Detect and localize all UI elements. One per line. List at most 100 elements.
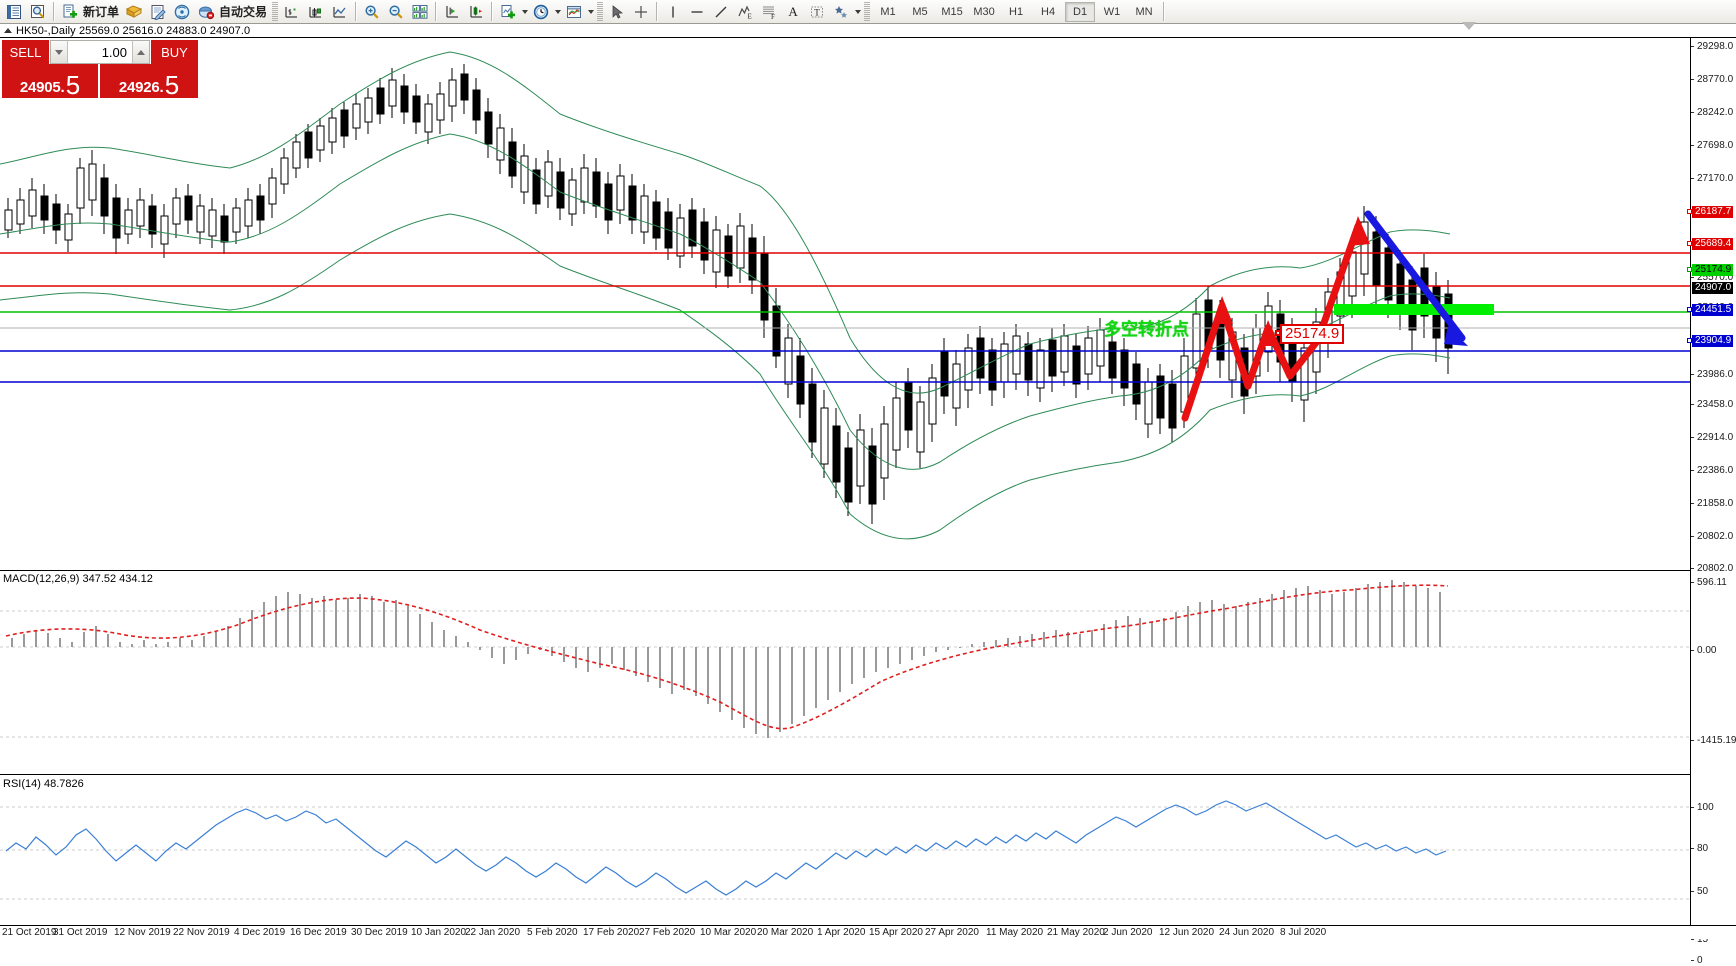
crosshair-icon[interactable] — [630, 1, 652, 22]
volume-input[interactable]: 1.00 — [101, 44, 127, 60]
metaeditor-icon[interactable] — [147, 1, 169, 22]
new-order-icon[interactable] — [59, 1, 81, 22]
timeframe-m15[interactable]: M15 — [941, 5, 963, 18]
candlestick-chart-icon[interactable] — [305, 1, 327, 22]
shapes-chevron-down-icon[interactable] — [853, 1, 862, 22]
shapes-icon[interactable] — [830, 1, 852, 22]
axis-tick-rsi-0: 0 — [1691, 956, 1703, 966]
rsi-chart-svg — [0, 800, 1690, 900]
clock-icon[interactable] — [530, 1, 552, 22]
buy-button[interactable]: 24926 . 5 — [100, 64, 198, 98]
bollinger-bands — [0, 51, 1451, 540]
timeframe-d1[interactable]: D1 — [1065, 1, 1096, 22]
elliott-wave-icon[interactable]: E — [734, 1, 756, 22]
market-watch-icon[interactable] — [3, 1, 25, 22]
price-chart-svg — [0, 51, 1690, 540]
template-icon[interactable] — [563, 1, 585, 22]
axis-tick-28242: 28242.0 — [1691, 108, 1733, 118]
buy-label[interactable]: BUY — [150, 40, 198, 64]
one-click-trading-panel[interactable]: SELL 1.00 BUY 24905 . 5 24926 . 5 — [2, 40, 198, 98]
timeframe-m30[interactable]: M30 — [973, 5, 995, 18]
charts-tile-icon[interactable] — [409, 1, 431, 22]
price-callout-label[interactable]: 25174.9 — [1275, 324, 1345, 344]
bar-chart-icon[interactable] — [281, 1, 303, 22]
new-order-label[interactable]: 新订单 — [83, 4, 120, 19]
horizontal-line-icon[interactable] — [686, 1, 708, 22]
price-tag-support-24451[interactable]: 24451.5 — [1687, 304, 1734, 316]
bearish-trendline — [1364, 210, 1466, 342]
time-axis[interactable]: 21 Oct 2019 31 Oct 2019 12 Nov 2019 22 N… — [0, 925, 1736, 939]
toolbar-grip-2[interactable] — [597, 2, 604, 21]
price-pane[interactable] — [0, 38, 1690, 571]
price-callout-text: 25174.9 — [1285, 325, 1340, 342]
volume-decrement-icon[interactable] — [51, 41, 68, 63]
trendline-icon[interactable] — [710, 1, 732, 22]
fibonacci-icon[interactable]: F — [758, 1, 780, 22]
price-tag-text: 25689.4 — [1695, 238, 1732, 249]
sell-label[interactable]: SELL — [2, 40, 50, 64]
support-resistance-lines — [0, 252, 1690, 383]
volume-stepper[interactable]: 1.00 — [50, 40, 150, 64]
price-tag-text: 25174.9 — [1695, 264, 1732, 275]
chart-scroll-marker-icon[interactable] — [1462, 22, 1476, 31]
timeframe-h4[interactable]: H4 — [1041, 5, 1056, 18]
toolbar-separator — [53, 2, 55, 21]
toolbar-grip[interactable] — [272, 2, 279, 21]
price-tag-last-price: 24907.0 — [1692, 282, 1734, 294]
template-chevron-down-icon[interactable] — [586, 1, 595, 22]
time-tick-13: 20 Mar 2020 — [757, 927, 814, 938]
time-tick-21: 24 Jun 2020 — [1219, 927, 1275, 938]
chart-area[interactable]: MACD(12,26,9) 347.52 434.12 RSI(14) 48.7… — [0, 38, 1736, 925]
mql5-community-icon[interactable] — [123, 1, 145, 22]
line-chart-icon[interactable] — [329, 1, 351, 22]
chart-shift-icon[interactable] — [441, 1, 463, 22]
signals-icon[interactable] — [171, 1, 193, 22]
vertical-line-icon[interactable] — [662, 1, 684, 22]
data-window-icon[interactable] — [27, 1, 49, 22]
time-tick-18: 21 May 2020 — [1047, 927, 1105, 938]
price-tag-pivot-25174[interactable]: 25174.9 — [1687, 264, 1734, 276]
macd-pane[interactable]: MACD(12,26,9) 347.52 434.12 — [0, 572, 1690, 775]
expert-advisor-icon[interactable] — [195, 1, 217, 22]
price-tag-resistance-25689[interactable]: 25689.4 — [1687, 238, 1734, 250]
timeframe-mn[interactable]: MN — [1135, 5, 1153, 18]
timeframe-h1[interactable]: H1 — [1009, 5, 1024, 18]
text-icon-glyph: A — [788, 3, 798, 19]
volume-increment-icon[interactable] — [132, 41, 149, 63]
buy-price-fraction: 5 — [164, 69, 180, 100]
clock-chevron-down-icon[interactable] — [553, 1, 562, 22]
axis-tick-21330: 20802.0 — [1691, 532, 1733, 542]
timeframe-w1[interactable]: W1 — [1103, 5, 1121, 18]
time-tick-7: 10 Jan 2020 — [411, 927, 467, 938]
time-tick-1: 31 Oct 2019 — [53, 927, 108, 938]
price-tag-support-23904[interactable]: 23904.9 — [1687, 335, 1734, 347]
zoom-out-icon[interactable] — [385, 1, 407, 22]
time-tick-19: 2 Jun 2020 — [1103, 927, 1153, 938]
buy-price-integer: 24926 — [118, 79, 160, 96]
timeframe-m1[interactable]: M1 — [880, 5, 896, 18]
text-icon[interactable]: A — [782, 1, 804, 22]
price-axis[interactable]: 29298.0 28770.0 28242.0 27698.0 27170.0 … — [1687, 38, 1736, 966]
price-tag-text: 23904.9 — [1695, 335, 1732, 346]
add-indicator-icon[interactable] — [497, 1, 519, 22]
sell-button[interactable]: 24905 . 5 — [2, 64, 100, 98]
axis-tick-23986: 23986.0 — [1691, 370, 1733, 380]
chart-autoscroll-icon[interactable] — [465, 1, 487, 22]
time-tick-16: 27 Apr 2020 — [925, 927, 979, 938]
add-indicator-chevron-down-icon[interactable] — [520, 1, 529, 22]
collapse-triangle-icon[interactable] — [3, 26, 12, 35]
price-tag-handle — [1687, 209, 1692, 214]
toolbar-grip-3[interactable] — [864, 2, 871, 21]
text-label-icon[interactable]: T — [806, 1, 828, 22]
time-tick-9: 5 Feb 2020 — [527, 927, 578, 938]
zoom-in-icon[interactable] — [361, 1, 383, 22]
auto-trading-label[interactable]: 自动交易 — [219, 4, 268, 19]
timeframe-m5[interactable]: M5 — [912, 5, 928, 18]
price-tag-resistance-26187[interactable]: 26187.7 — [1687, 206, 1734, 218]
macd-pane-label: MACD(12,26,9) 347.52 434.12 — [3, 573, 153, 585]
toolbar-separator-6 — [1163, 2, 1166, 21]
time-tick-2: 12 Nov 2019 — [114, 927, 171, 938]
rsi-pane[interactable]: RSI(14) 48.7826 — [0, 777, 1690, 925]
price-tag-text: 24451.5 — [1695, 304, 1732, 315]
cursor-icon[interactable] — [606, 1, 628, 22]
